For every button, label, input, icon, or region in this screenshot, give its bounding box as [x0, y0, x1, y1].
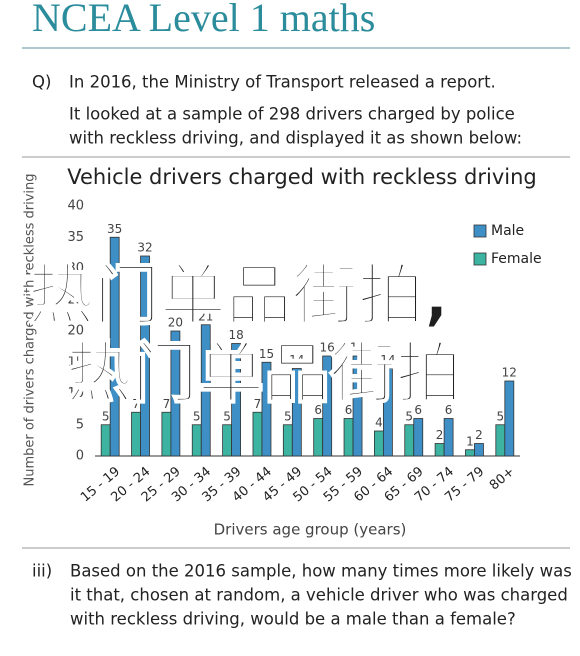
bar [495, 424, 506, 457]
x-axis-label: Drivers age group (years) [214, 521, 407, 539]
value-label: 5 [193, 409, 201, 423]
y-axis-label: Number of drivers charged with reckless … [23, 173, 38, 486]
value-label: 5 [223, 409, 231, 423]
bar [474, 443, 484, 457]
value-label: 32 [137, 241, 152, 255]
bar [465, 449, 475, 457]
legend-swatch [473, 252, 487, 266]
watermark: 热门单品街拍, [28, 257, 449, 334]
bar [443, 418, 454, 457]
value-label: 20 [168, 316, 183, 330]
header-title: NCEA Level 1 maths [32, 0, 375, 40]
value-label: 35 [107, 222, 122, 236]
value-label: 5 [405, 409, 413, 423]
bar [170, 330, 181, 457]
bar [261, 361, 272, 457]
value-label: 18 [228, 328, 243, 342]
y-tick-label: 25 [67, 292, 84, 307]
part-line: it that, chosen at random, a vehicle dri… [70, 586, 568, 605]
question-line: In 2016, the Ministry of Transport relea… [69, 73, 496, 92]
legend-label: Male [491, 223, 524, 239]
value-label: 14 [289, 353, 304, 367]
bar [252, 411, 263, 457]
value-label: 16 [350, 341, 365, 355]
bar [291, 368, 302, 457]
part-line: Based on the 2016 sample, how many times… [70, 562, 572, 581]
question-line: It looked at a sample of 298 drivers cha… [69, 105, 515, 124]
y-tick-label: 20 [67, 324, 84, 339]
bar [161, 411, 172, 457]
value-label: 5 [102, 409, 110, 423]
value-label: 1 [466, 434, 474, 448]
value-label: 6 [445, 403, 453, 417]
value-label: 6 [314, 403, 322, 417]
bar [231, 343, 242, 457]
question-line: with reckless driving, and displayed it … [69, 129, 522, 148]
bar [140, 255, 150, 457]
value-label: 12 [502, 366, 517, 380]
value-label: 7 [132, 397, 140, 411]
value-label: 7 [163, 397, 171, 411]
bar [200, 324, 211, 457]
y-tick-label: 15 [67, 355, 84, 370]
value-label: 5 [284, 409, 292, 423]
legend-swatch [473, 224, 487, 238]
y-tick-label: 40 [67, 199, 84, 214]
value-label: 21 [198, 309, 213, 323]
bar [504, 380, 515, 457]
value-label: 16 [320, 341, 335, 355]
bar [352, 355, 363, 457]
bar [222, 424, 233, 457]
bar [313, 418, 324, 457]
y-tick-label: 5 [76, 417, 84, 432]
y-tick-label: 0 [76, 449, 84, 464]
bar [343, 418, 354, 457]
value-label: 7 [254, 397, 262, 411]
bar [131, 411, 141, 457]
bar [282, 424, 293, 457]
y-tick-label: 10 [67, 386, 84, 401]
bar [413, 418, 424, 457]
question-label: Q) [32, 73, 51, 92]
bar [191, 424, 202, 457]
y-tick-label: 35 [67, 230, 84, 245]
legend-label: Female [491, 251, 542, 267]
bar [109, 236, 120, 457]
watermark: 热门单品街拍 [66, 335, 462, 412]
bar [100, 424, 111, 457]
y-tick-label: 30 [67, 261, 84, 276]
x-tick-label: 80+ [487, 464, 518, 493]
part-label: iii) [32, 562, 52, 581]
value-label: 6 [345, 403, 353, 417]
value-label: 4 [375, 416, 383, 430]
part-line: with reckless driving, would be a male t… [70, 610, 516, 629]
value-label: 14 [380, 353, 395, 367]
bar [404, 424, 415, 457]
value-label: 5 [497, 409, 505, 423]
value-label: 2 [436, 428, 444, 442]
value-label: 15 [259, 347, 274, 361]
bar [373, 430, 384, 457]
bar [382, 368, 393, 457]
bar [322, 355, 333, 457]
value-label: 2 [475, 428, 483, 442]
chart-title: Vehicle drivers charged with reckless dr… [67, 165, 536, 189]
value-label: 6 [414, 403, 422, 417]
bar [434, 443, 445, 457]
